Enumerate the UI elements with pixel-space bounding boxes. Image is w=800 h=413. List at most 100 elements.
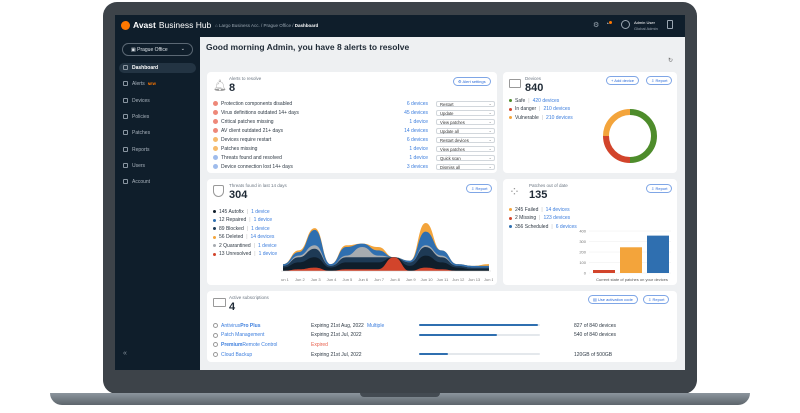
devices-link[interactable]: 1 device [253,217,273,223]
alert-devices-link[interactable]: 1 device [409,155,428,161]
account-icon [123,179,128,185]
collapse-sidebar-icon[interactable]: « [123,350,127,357]
devices-link[interactable]: 210 devices [546,114,573,121]
patches-report-button[interactable]: ⇩ Report [646,184,673,193]
avast-logo-icon [121,20,130,30]
devices-switch-icon[interactable] [667,20,673,29]
add-device-button[interactable]: + Add device [606,76,640,85]
notifications-icon[interactable]: ◔ [605,21,612,28]
reports-icon [123,146,128,152]
alert-label: Devices require restart [221,136,272,143]
sidebar-item-policies[interactable]: Policies [119,112,196,122]
devices-link[interactable]: 420 devices [532,97,560,104]
legend-item: 12 Repaired | 1 device [213,216,272,225]
subscription-name[interactable]: Cloud Backup [213,350,252,359]
subscription-expiry: Expiring 21st Jul, 2022 [311,332,362,339]
legend-item: 56 Deleted | 14 devices [213,233,274,242]
sidebar-item-account[interactable]: Account [119,177,196,187]
devices-link[interactable]: 1 device [251,225,270,232]
area-series-unresolved [283,257,489,271]
legend-item: 145 Autofix | 1 device [213,207,270,216]
x-tick-label: Jun 10 [421,277,434,282]
patches-icon [123,130,128,136]
bar-missing [593,270,615,273]
legend-item: Vulnerable | 210 devices [509,113,573,122]
alert-action-select[interactable]: View patches [436,145,495,152]
devices-link[interactable]: 210 devices [543,106,571,112]
breadcrumb: ⌂ Largo Business Acc. / Prague Office / … [215,23,319,28]
subscription-extra-link[interactable]: Multiple [367,322,385,329]
legend-item: In danger | 210 devices [509,105,570,114]
breadcrumb-office[interactable]: Prague Office [263,23,291,28]
alert-action-select[interactable]: Update all [436,127,495,134]
usage-text: 540 of 840 devices [574,332,616,339]
alert-action-select[interactable]: View patches [436,118,495,125]
alert-label: Virus definitions outdated 14+ days [221,109,299,116]
devices-link[interactable]: 14 devices [545,206,570,213]
legend-dot [213,244,216,247]
subscription-name[interactable]: Antivirus Pro Plus [213,321,260,330]
devices-link[interactable]: 1 device [258,251,278,257]
sidebar-item-alerts[interactable]: Alerts NEW [119,79,196,89]
alert-devices-link[interactable]: 1 device [409,146,428,152]
devices-label: Devices [525,76,542,81]
sidebar-item-reports[interactable]: Reports [119,145,196,155]
sidebar-item-users[interactable]: Users [119,161,196,171]
threats-report-button[interactable]: ⇩ Report [466,184,493,193]
alert-row: Critical patches missing 1 device [213,117,428,126]
subscription-expiry: Expired [311,341,328,348]
alert-action-select[interactable]: Restart devices [436,136,495,143]
donut-slice-vulnerable [603,109,631,137]
patches-count: 135 [529,189,548,201]
alert-icon [213,110,218,115]
refresh-icon[interactable]: ↻ [668,58,674,64]
alert-devices-link[interactable]: 3 devices [406,164,428,170]
devices-link[interactable]: 1 device [258,242,277,249]
new-badge: NEW [147,82,156,87]
y-tick-label: 300 [579,239,586,244]
alert-icon [213,119,218,124]
sidebar-item-devices[interactable]: Devices [119,96,196,106]
devices-link[interactable]: 6 devices [555,223,577,230]
devices-link[interactable]: 14 devices [250,234,275,240]
x-tick-label: Jun 12 [452,277,465,282]
alert-devices-link[interactable]: 45 devices [404,110,428,116]
subscriptions-report-button[interactable]: ⇩ Report [643,295,670,304]
sidebar-item-patches[interactable]: Patches [119,128,196,138]
subscription-name[interactable]: Patch Management [213,331,264,340]
top-bar: Avast Business Hub ⌂ Largo Business Acc. … [115,15,685,37]
avatar[interactable] [621,20,630,29]
credit-card-icon [213,298,226,307]
office-selector[interactable]: ▣ Prague Office ⌄ [122,43,193,56]
alert-action-select[interactable]: Dismiss all [436,163,495,170]
gear-icon[interactable]: ⚙ [593,22,600,29]
alert-settings-button[interactable]: ⚙ Alert settings [453,77,491,86]
devices-link[interactable]: 123 devices [543,215,571,221]
page-title: Good morning Admin, you have 8 alerts to… [206,42,410,52]
y-tick-label: 200 [579,250,586,255]
alert-icon [213,137,218,142]
use-activation-code-button[interactable]: ▤ Use activation code [588,295,638,304]
legend-item: 2 Quarantined | 1 device [213,241,277,250]
alert-action-select[interactable]: Restart [436,100,495,107]
alert-devices-link[interactable]: 1 device [409,119,428,125]
x-tick-label: Jun 6 [358,277,369,282]
alert-devices-link[interactable]: 6 devices [406,137,428,143]
legend-dot [213,252,216,256]
threats-label: Threats found in last 14 days [229,183,287,188]
alert-action-select[interactable]: Update [436,109,495,116]
alert-row: Threats found and resolved 1 device [213,153,428,162]
laptop-base [50,393,750,405]
subscription-name[interactable]: Premium Remote Control [213,340,277,349]
x-tick-label: Jun 4 [327,277,338,282]
sidebar-item-dashboard[interactable]: Dashboard [119,63,196,73]
legend-item: 356 Scheduled | 6 devices [509,222,577,231]
devices-report-button[interactable]: ⇩ Report [646,76,673,85]
breadcrumb-account[interactable]: Largo Business Acc. [218,23,260,28]
devices-link[interactable]: 1 device [251,208,270,215]
alert-devices-link[interactable]: 6 devices [406,101,428,107]
alert-devices-link[interactable]: 14 devices [404,128,428,134]
alert-action-select[interactable]: Quick scan [436,154,495,161]
breadcrumb-current: Dashboard [294,23,319,28]
legend-dot [509,99,512,102]
